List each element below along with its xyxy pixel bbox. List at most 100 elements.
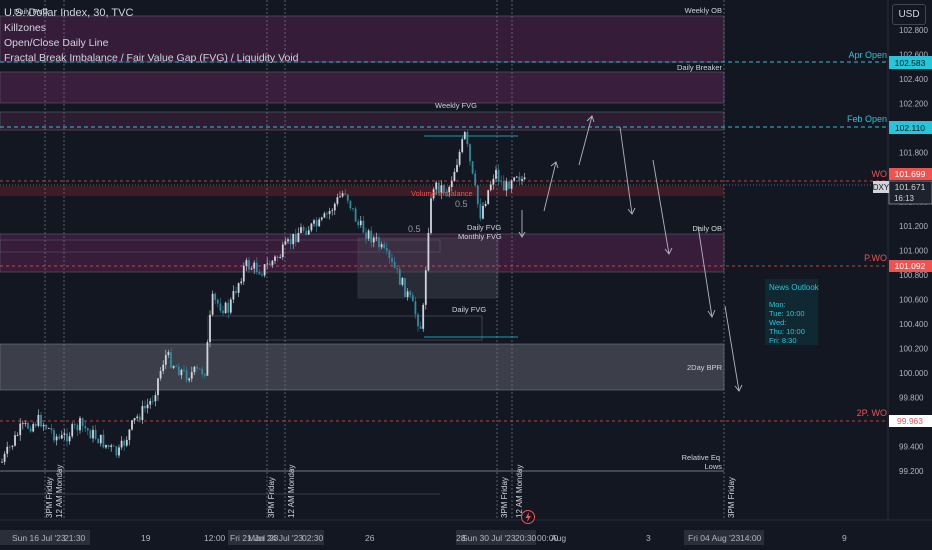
- candle-body: [292, 233, 295, 245]
- candle-body: [476, 185, 479, 205]
- candle-body: [497, 169, 500, 181]
- candle-body: [170, 352, 172, 368]
- candle-body: [8, 446, 11, 448]
- daily-fvg-lower-zone: [207, 315, 483, 341]
- candle-body: [27, 422, 29, 429]
- currency-button[interactable]: USD: [892, 4, 926, 25]
- candle-body: [276, 256, 279, 258]
- feb-open-label: Feb Open: [847, 114, 887, 124]
- candle-body: [76, 424, 79, 431]
- candle-body: [300, 227, 302, 233]
- candle-body: [518, 176, 521, 181]
- candle-body: [357, 221, 360, 226]
- relative-eq-label: Relative Eq: [682, 453, 720, 462]
- candle-body: [71, 424, 74, 437]
- candle-body: [68, 436, 71, 442]
- news-outlook-panel: News Outlook Mon: Tue: 10:00 Wed: Thu: 1…: [765, 279, 820, 345]
- candle-body: [515, 176, 518, 178]
- candle-body: [336, 197, 339, 204]
- two-day-bpr-zone: [0, 343, 725, 391]
- candle-body: [214, 293, 217, 300]
- candle-body: [118, 447, 120, 456]
- price-tick: 101.200: [899, 222, 928, 231]
- candle-body: [359, 220, 362, 226]
- lows-label: Lows: [704, 462, 722, 471]
- candle-body: [450, 181, 453, 187]
- candle-body: [258, 272, 261, 275]
- projection-path: [518, 115, 743, 392]
- candle-body: [235, 290, 237, 293]
- candle-body: [453, 171, 456, 182]
- weekly-ob-border: [0, 15, 725, 63]
- candle-body: [427, 232, 430, 271]
- candle-body: [37, 414, 40, 426]
- candle-body: [141, 405, 144, 421]
- candle-body: [294, 233, 297, 243]
- time-tick: 02:30: [302, 533, 324, 543]
- apr-open-price: 102.583: [895, 58, 926, 68]
- price-tick: 100.600: [899, 296, 928, 305]
- candle-body: [391, 258, 393, 262]
- candle-body: [271, 260, 274, 266]
- indicator-fvg[interactable]: Fractal Break Imbalance / Fair Value Gap…: [4, 52, 299, 64]
- daily-ob-label: Daily OB: [692, 224, 722, 233]
- dxy-symbol: DXY: [873, 183, 890, 192]
- candle-body: [471, 161, 474, 174]
- feb-open-price: 102.110: [895, 123, 925, 133]
- candle-body: [19, 423, 22, 436]
- candle-body: [229, 299, 232, 313]
- indicator-open-close-daily-line[interactable]: Open/Close Daily Line: [4, 37, 109, 49]
- chart-legend: U.S. Dollar Index, 30, TVC Killzones Ope…: [4, 6, 299, 66]
- symbol-title[interactable]: U.S. Dollar Index, 30, TVC: [4, 7, 134, 19]
- candle-body: [435, 182, 438, 190]
- candle-body: [437, 182, 440, 194]
- price-tick: 100.200: [899, 345, 928, 354]
- time-tick: 12:00: [204, 533, 226, 543]
- candle-body: [211, 293, 214, 315]
- candle-body: [73, 424, 76, 425]
- candle-body: [370, 230, 373, 243]
- time-axis[interactable]: Sun 16 Jul '23 21:30 19 12:00 Fri 21 Jul…: [0, 510, 932, 550]
- time-tick: 21:30: [64, 533, 86, 543]
- session-label: 3PM Friday: [727, 477, 736, 518]
- candle-body: [190, 372, 193, 379]
- candle-body: [510, 180, 513, 189]
- candle-body: [198, 368, 201, 370]
- candle-body: [188, 378, 191, 381]
- indicator-killzones[interactable]: Killzones: [4, 22, 47, 34]
- candle-body: [183, 369, 185, 371]
- price-tick: 102.200: [899, 100, 928, 109]
- volume-imbalance-zone: [0, 186, 724, 196]
- apr-open-label: Apr Open: [848, 50, 887, 60]
- time-tick: Sun 30 Jul '23: [462, 533, 516, 543]
- session-label: 3PM Friday: [500, 477, 509, 518]
- candle-body: [42, 425, 45, 427]
- news-line: Fri: 8:30: [769, 336, 797, 345]
- candle-body: [107, 444, 110, 448]
- time-tick: Mon 24 Jul '23: [248, 533, 303, 543]
- price-tick: 102.600: [899, 51, 928, 60]
- candle-body: [331, 210, 334, 212]
- candle-body: [424, 270, 427, 305]
- time-tick: 3: [646, 533, 651, 543]
- candle-body: [344, 193, 347, 195]
- price-axis[interactable]: 102.800102.600102.400102.200102.000101.8…: [873, 0, 932, 520]
- candle-body: [310, 223, 313, 231]
- time-tick: Sun 16 Jul '23: [12, 533, 66, 543]
- two-pwo-price: 99.963: [897, 416, 923, 426]
- wo-label: WO: [872, 169, 888, 179]
- time-tick: Aug: [551, 533, 566, 543]
- news-line: Tue: 10:00: [769, 309, 805, 318]
- candle-body: [144, 405, 146, 409]
- candle-body: [125, 439, 128, 446]
- feb-open-price-tag: [889, 121, 932, 134]
- candle-body: [86, 428, 89, 431]
- candle-body: [16, 435, 19, 436]
- candle-body: [167, 352, 170, 356]
- equilibrium-box: [0, 239, 441, 253]
- price-tick: 102.800: [899, 26, 928, 35]
- candle-body: [123, 440, 126, 446]
- candle-body: [383, 244, 386, 249]
- candle-body: [414, 301, 417, 315]
